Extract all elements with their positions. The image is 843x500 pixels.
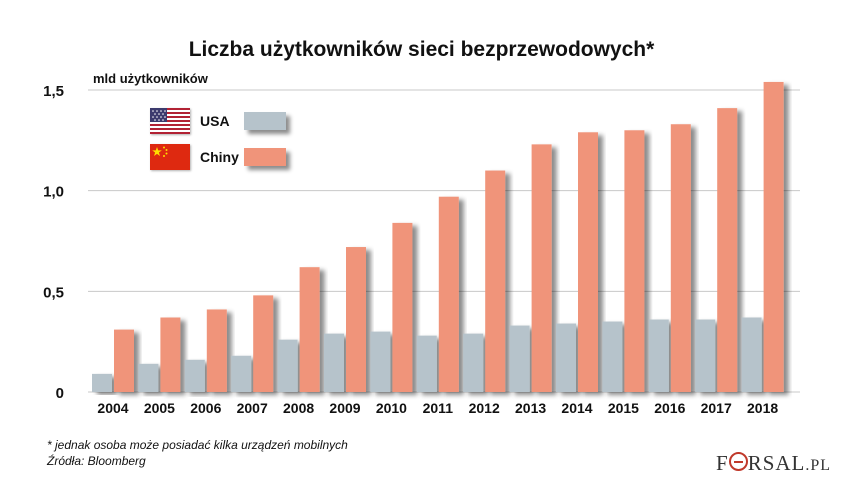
bar-usa-2008 [277, 339, 298, 392]
footnote: * jednak osoba może posiadać kilka urząd… [47, 437, 348, 469]
bar-chiny-2005 [160, 317, 181, 392]
bar-usa-2011 [416, 335, 437, 392]
bar-usa-2014 [556, 323, 576, 392]
bar-chiny-2011 [438, 196, 459, 392]
bar-usa-2013 [509, 325, 530, 392]
x-tick-label: 2013 [515, 400, 546, 416]
bar-usa-2007 [231, 355, 252, 392]
bar-chiny-2017 [717, 108, 738, 393]
legend-item-usa: USA [150, 108, 286, 134]
bar-usa-2017 [695, 319, 716, 392]
x-tick-label: 2005 [144, 400, 175, 416]
x-tick-label: 2008 [283, 400, 314, 416]
bar-chiny-2008 [299, 267, 320, 392]
footnote-source: Źródła: Bloomberg [47, 454, 146, 468]
x-tick-label: 2014 [561, 400, 592, 416]
bar-usa-2018 [741, 317, 762, 392]
bar-chiny-2010 [392, 222, 413, 392]
us-flag-icon [150, 108, 190, 134]
bar-usa-2015 [602, 321, 623, 392]
x-tick-label: 2016 [654, 400, 685, 416]
y-tick-label: 0,5 [43, 284, 64, 301]
x-tick-label: 2011 [423, 400, 454, 416]
bar-chiny-2014 [578, 132, 598, 392]
chart-title: Liczba użytkowników sieci bezprzewodowyc… [188, 38, 655, 61]
x-tick-label: 2009 [329, 400, 360, 416]
bar-chiny-2013 [531, 144, 552, 392]
x-tick-label: 2007 [237, 400, 268, 416]
x-tick-label: 2017 [701, 400, 732, 416]
bar-chiny-2016 [670, 124, 691, 392]
legend-label-china: Chiny [200, 149, 239, 165]
footnote-note: * jednak osoba może posiadać kilka urząd… [47, 438, 348, 452]
bar-usa-2006 [184, 359, 205, 392]
legend-swatch-china [244, 148, 286, 166]
bar-chiny-2004 [114, 329, 134, 392]
y-tick-label: 0 [56, 385, 64, 402]
legend-swatch-usa [244, 112, 286, 130]
bar-usa-2004 [92, 373, 112, 392]
y-tick-label: 1,0 [43, 184, 64, 201]
forsal-logo: F RSAL.PL [716, 451, 832, 475]
bar-chiny-2015 [624, 130, 645, 392]
x-tick-label: 2015 [608, 400, 639, 416]
x-tick-label: 2010 [376, 400, 407, 416]
logo-o-icon [728, 452, 748, 471]
bar-chiny-2018 [763, 81, 784, 393]
china-flag-icon [150, 144, 190, 170]
x-tick-label: 2012 [469, 400, 500, 416]
x-tick-label: 2006 [190, 400, 221, 416]
bar-usa-2010 [370, 331, 391, 392]
bar-usa-2005 [138, 363, 159, 392]
bar-usa-2016 [648, 319, 669, 392]
x-tick-label: 2004 [97, 400, 128, 416]
y-tick-label: 1,5 [43, 83, 64, 100]
bar-usa-2009 [324, 333, 344, 392]
bar-chiny-2006 [206, 309, 227, 392]
bar-chiny-2012 [485, 170, 506, 392]
legend-label-usa: USA [200, 113, 230, 129]
bar-chiny-2009 [346, 247, 366, 392]
legend-item-china: Chiny [150, 144, 286, 170]
bar-usa-2012 [463, 333, 484, 392]
x-tick-label: 2018 [747, 400, 778, 416]
bar-chiny-2007 [253, 295, 274, 392]
y-axis-label: mld użytkowników [93, 71, 208, 86]
